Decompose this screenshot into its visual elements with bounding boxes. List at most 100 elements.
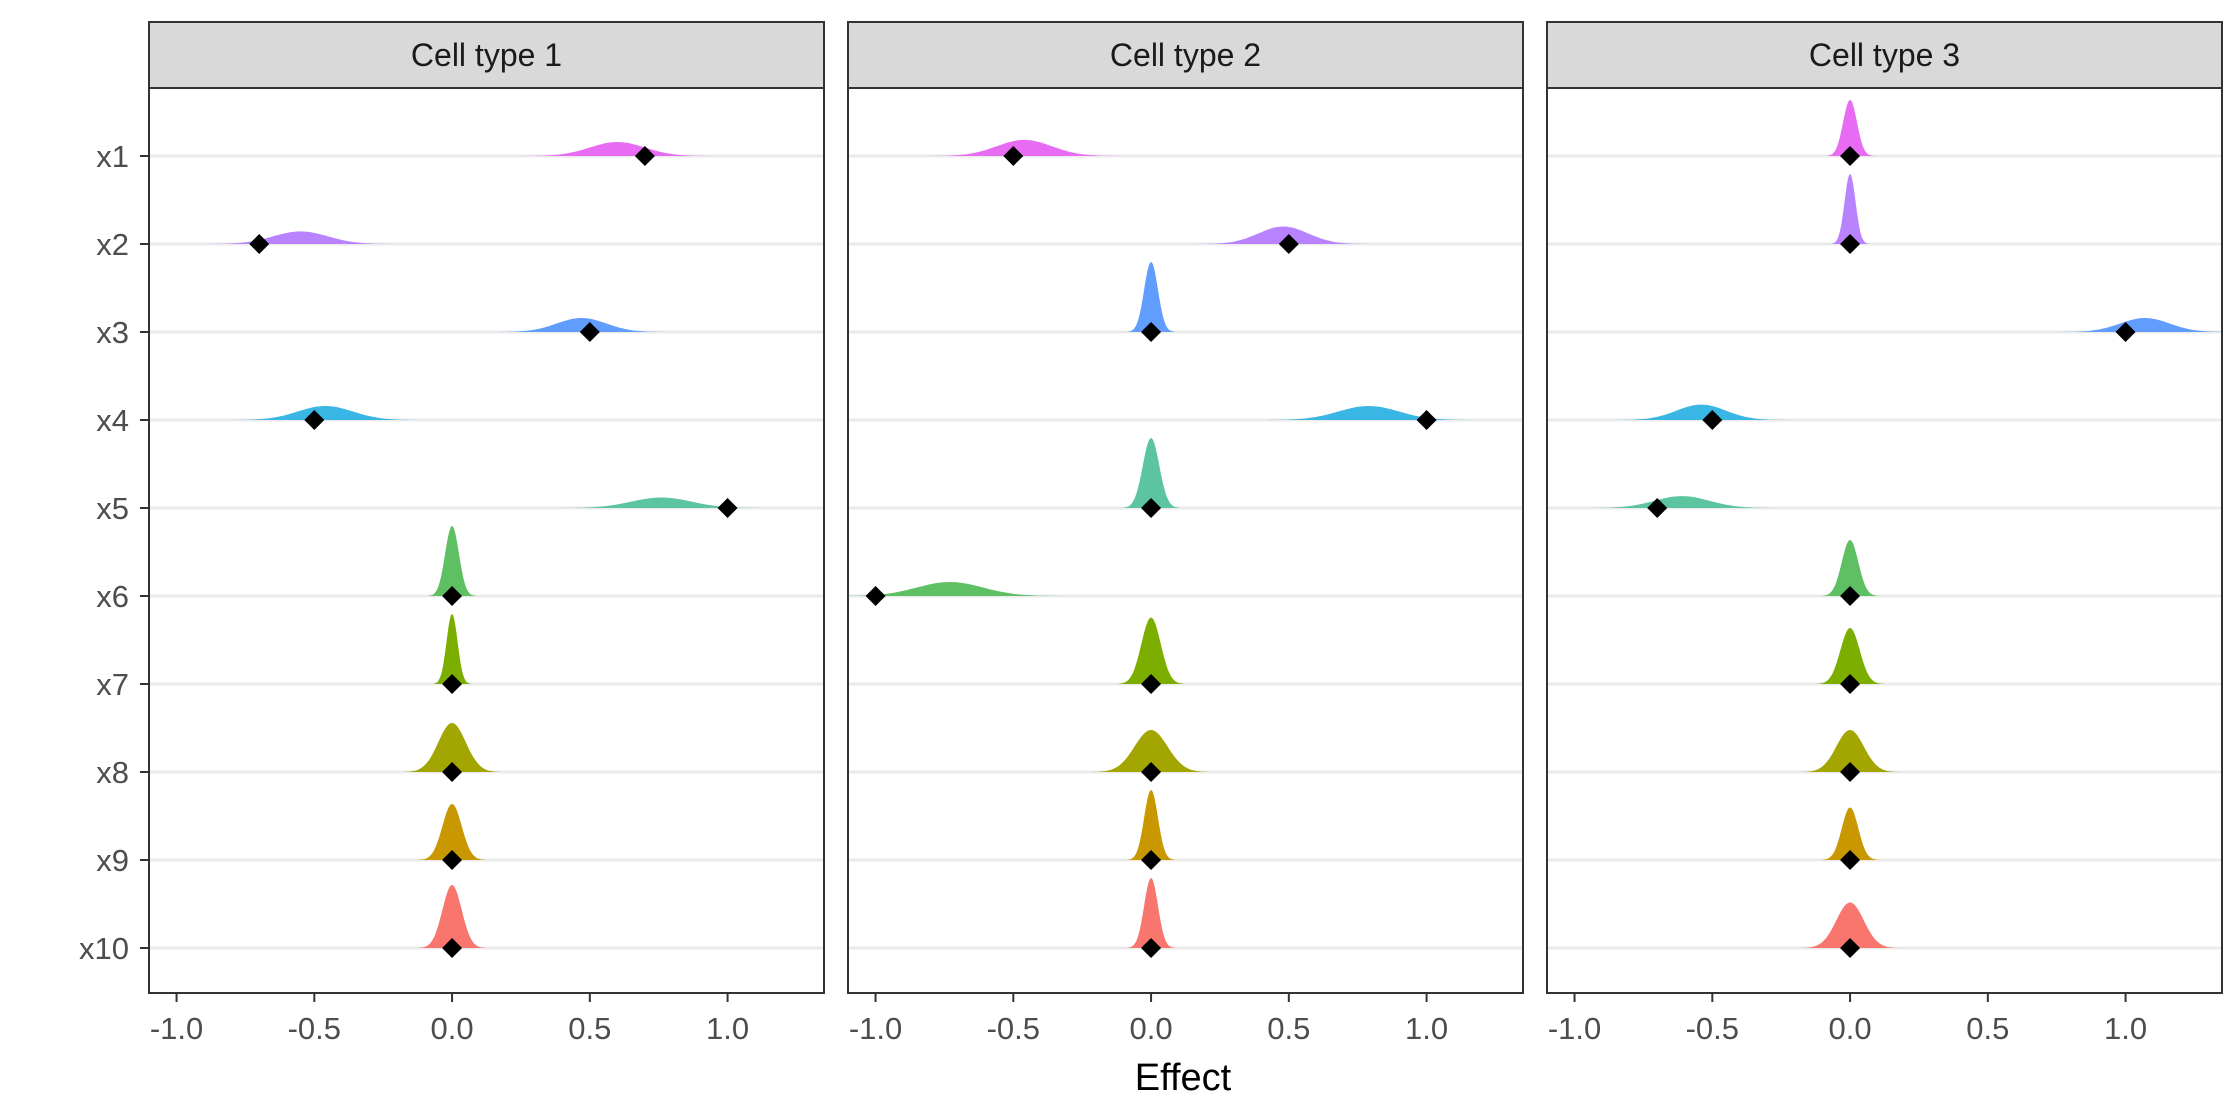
facet-strip (148, 21, 825, 89)
true-value-point-x10 (1141, 938, 1162, 958)
true-value-point-x8 (1141, 762, 1162, 782)
density-ridge-x2 (204, 231, 397, 244)
y-tick-label: x3 (96, 315, 129, 350)
facet-panel: Cell type 2 -1.0 -0.5 0.0 0.5 1.0 (847, 21, 1524, 1046)
density-ridge-x3 (2058, 318, 2222, 332)
facet-title: Cell type 1 (411, 37, 562, 73)
x-tick-label: 0.5 (1966, 1011, 2009, 1046)
y-tick-label: x6 (96, 579, 129, 614)
x-tick-label: 0.5 (1267, 1011, 1310, 1046)
x-tick-label: 0.0 (431, 1011, 474, 1046)
density-ridge-x9 (418, 804, 486, 860)
y-tick-label: x5 (96, 491, 129, 526)
true-value-point-x1 (634, 146, 655, 166)
true-value-point-x6 (865, 586, 886, 606)
true-value-point-x5 (717, 498, 738, 518)
x-tick-label: 0.0 (1829, 1011, 1872, 1046)
x-tick-label: -0.5 (1686, 1011, 1739, 1046)
true-value-point-x4 (304, 410, 325, 430)
facet-panel: Cell type 3 -1.0 -0.5 0.0 0.5 1.0 (1546, 21, 2223, 1046)
density-ridge-x4 (1262, 406, 1475, 420)
x-tick-label: 0.0 (1130, 1011, 1173, 1046)
density-ridge-x5 (1122, 438, 1180, 508)
y-tick-label: x9 (96, 843, 129, 878)
panel-border (148, 87, 825, 994)
density-ridge-x4 (228, 406, 422, 420)
x-tick-label: 1.0 (706, 1011, 749, 1046)
density-ridge-x1 (520, 142, 714, 156)
true-value-point-x5 (1141, 498, 1162, 518)
true-value-point-x9 (1141, 850, 1162, 870)
density-ridge-x7 (1117, 617, 1185, 684)
true-value-point-x10 (1840, 938, 1861, 958)
true-value-point-x1 (1003, 146, 1024, 166)
true-value-point-x9 (1840, 850, 1861, 870)
y-tick-label: x4 (96, 403, 129, 438)
x-tick-label: 1.0 (2104, 1011, 2147, 1046)
true-value-point-x3 (2115, 322, 2136, 342)
y-tick-label: x8 (96, 755, 129, 790)
y-tick-label: x10 (79, 931, 129, 966)
facet-title: Cell type 2 (1110, 37, 1261, 73)
facet-strip (847, 21, 1524, 89)
panel-border (1546, 87, 2223, 994)
true-value-point-x4 (1702, 410, 1723, 430)
density-ridge-x2 (1196, 226, 1371, 244)
facet-panel: Cell type 1 -1.0 -0.5 0.0 0.5 1.0 x1 x2 x3 x4 x5 x6… (79, 21, 825, 1046)
y-tick-label: x2 (96, 227, 129, 262)
y-tick-label: x7 (96, 667, 129, 702)
true-value-point-x8 (442, 762, 463, 782)
x-tick-label: -1.0 (849, 1011, 902, 1046)
true-value-point-x3 (579, 322, 600, 342)
x-tick-label: -0.5 (987, 1011, 1040, 1046)
density-ridge-x8 (403, 723, 501, 772)
density-ridge-x2 (1830, 174, 1870, 244)
density-ridge-x5 (1585, 496, 1779, 508)
density-ridge-x9 (1821, 807, 1879, 860)
density-ridge-x10 (1801, 902, 1899, 948)
true-value-point-x2 (1278, 234, 1299, 254)
y-tick-label: x1 (96, 139, 129, 174)
true-value-point-x2 (1840, 234, 1861, 254)
density-ridge-x6 (428, 526, 477, 596)
true-value-point-x3 (1141, 322, 1162, 342)
true-value-point-x7 (442, 674, 463, 694)
x-tick-label: -1.0 (1548, 1011, 1601, 1046)
true-value-point-x8 (1840, 762, 1861, 782)
true-value-point-x1 (1840, 146, 1861, 166)
x-tick-label: -0.5 (288, 1011, 341, 1046)
x-tick-label: 0.5 (568, 1011, 611, 1046)
density-ridge-x7 (1816, 628, 1884, 684)
panels-layer: Cell type 1 -1.0 -0.5 0.0 0.5 1.0 x1 x2 x3 x4 x5 x6… (79, 21, 2223, 1046)
true-value-point-x5 (1647, 498, 1668, 518)
x-tick-label: -1.0 (150, 1011, 203, 1046)
true-value-point-x7 (1141, 674, 1162, 694)
panel-border (847, 87, 1524, 994)
density-ridge-x3 (1127, 262, 1176, 332)
true-value-point-x6 (1840, 586, 1861, 606)
density-ridge-x3 (494, 318, 669, 332)
density-ridge-x6 (848, 582, 1066, 596)
true-value-point-x9 (442, 850, 463, 870)
density-ridge-x7 (432, 614, 472, 684)
density-ridge-x6 (1821, 540, 1879, 596)
density-ridge-x10 (418, 885, 486, 948)
x-tick-label: 1.0 (1405, 1011, 1448, 1046)
true-value-point-x7 (1840, 674, 1861, 694)
x-axis-title: Effect (1135, 1057, 1232, 1099)
density-ridge-x4 (1614, 404, 1789, 420)
true-value-point-x2 (249, 234, 270, 254)
facet-title: Cell type 3 (1809, 37, 1960, 73)
true-value-point-x10 (442, 938, 463, 958)
density-ridge-x5 (555, 497, 768, 508)
facet-strip (1546, 21, 2223, 89)
density-ridge-x8 (1801, 730, 1899, 772)
true-value-point-x6 (442, 586, 463, 606)
density-ridge-x1 (1826, 100, 1875, 156)
true-value-point-x4 (1416, 410, 1437, 430)
density-ridge-x10 (1127, 878, 1176, 948)
density-ridge-x1 (927, 139, 1121, 156)
density-ridge-x9 (1127, 790, 1176, 860)
density-ridge-x8 (1093, 730, 1209, 772)
